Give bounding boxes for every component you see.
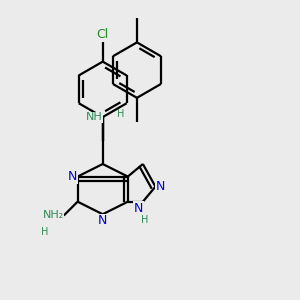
Text: H: H [141,215,148,225]
Text: N: N [155,180,165,193]
Text: N: N [98,214,107,227]
Text: Cl: Cl [97,28,109,41]
Text: NH: NH [86,112,103,122]
Text: N: N [134,202,143,215]
Text: NH₂: NH₂ [43,211,64,220]
Text: H: H [117,109,125,119]
Text: N: N [68,170,78,183]
Text: H: H [40,227,48,237]
